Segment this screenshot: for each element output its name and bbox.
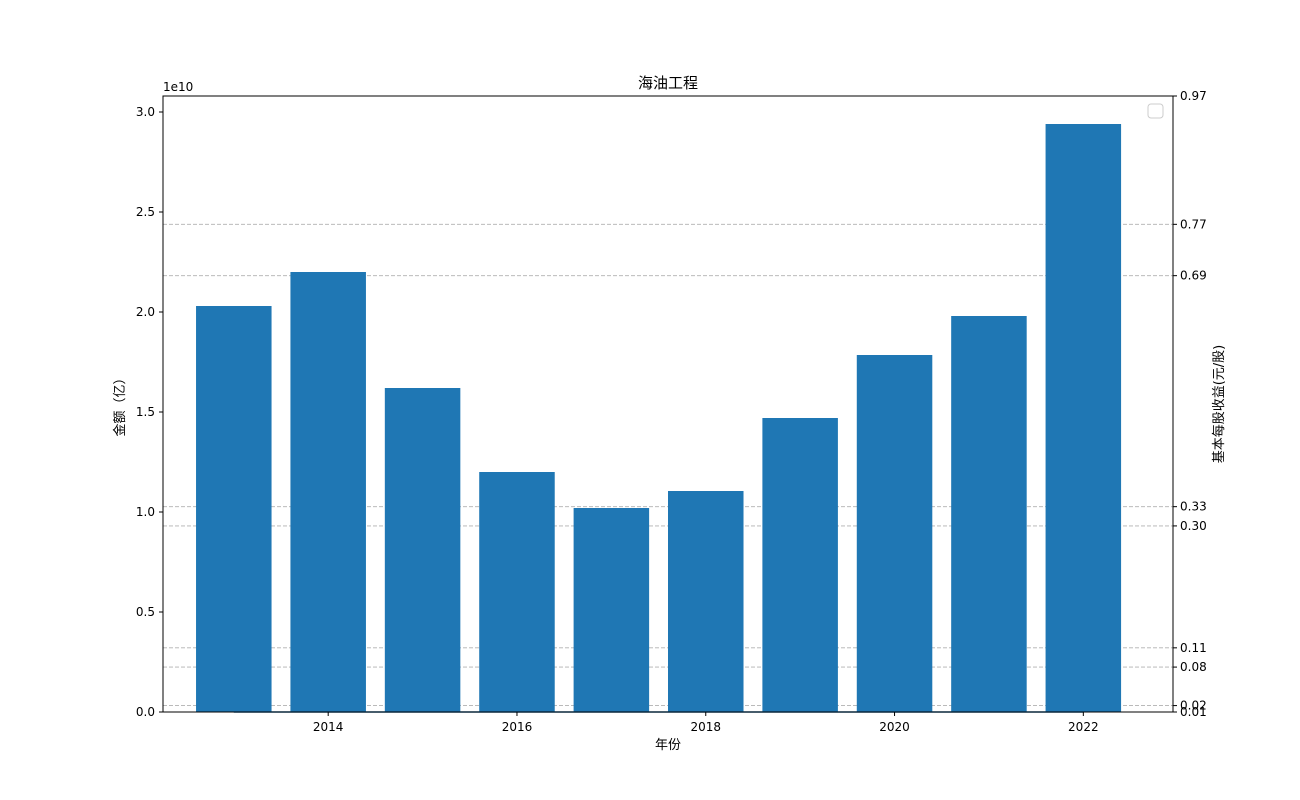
x-axis-title: 年份: [655, 738, 681, 753]
y-tick-label: 1.5: [136, 405, 155, 419]
chart-title: 海油工程: [638, 74, 698, 92]
bar: [573, 508, 650, 712]
y2-tick-label: 0.01: [1180, 705, 1207, 719]
bar: [1045, 124, 1122, 712]
bar: [856, 355, 933, 712]
bars: [196, 124, 1122, 712]
y-tick-label: 2.0: [136, 305, 155, 319]
y-axis-left: 0.0 0.5 1.0 1.5 2.0 2.5 3.0: [136, 105, 163, 719]
bar: [196, 306, 272, 712]
y-tick-label: 0.5: [136, 605, 155, 619]
plot-frame: [162, 95, 1174, 713]
bar: [479, 472, 555, 712]
x-tick-label: 2018: [690, 720, 721, 734]
y2-tick-label: 0.02: [1180, 699, 1207, 713]
bar: [290, 272, 366, 712]
bar: [951, 316, 1027, 712]
offset-text: 1e10: [163, 80, 193, 94]
y-tick-label: 3.0: [136, 105, 155, 119]
y-tick-label: 1.0: [136, 505, 155, 519]
legend-box: [1147, 103, 1164, 119]
y2-tick-label: 0.77: [1180, 217, 1207, 231]
bar: [762, 418, 838, 712]
x-tick-label: 2022: [1068, 720, 1099, 734]
y-axis-title: 金额（亿）: [112, 371, 128, 436]
y2-tick-label: 0.33: [1180, 500, 1207, 514]
x-tick-label: 2016: [502, 720, 533, 734]
x-tick-label: 2020: [879, 720, 910, 734]
y-tick-label: 2.5: [136, 205, 155, 219]
y-tick-label: 0.0: [136, 705, 155, 719]
x-tick-label: 2014: [313, 720, 344, 734]
y2-tick-label: 0.97: [1180, 89, 1207, 103]
y2-tick-label: 0.08: [1180, 660, 1207, 674]
x-axis: 2014 2016 2018 2020 2022: [313, 712, 1099, 734]
y2-tick-label: 0.11: [1180, 641, 1207, 655]
bar: [384, 388, 461, 712]
bar: [668, 491, 744, 712]
y2-tick-label: 0.69: [1180, 269, 1207, 283]
y2-axis-title: 基本每股收益(元/股): [1211, 345, 1227, 464]
y2-tick-label: 0.30: [1180, 519, 1207, 533]
y-axis-right: 0.010.02 0.08 0.11 0.30 0.33 0.69 0.77 0.97: [1173, 89, 1207, 719]
